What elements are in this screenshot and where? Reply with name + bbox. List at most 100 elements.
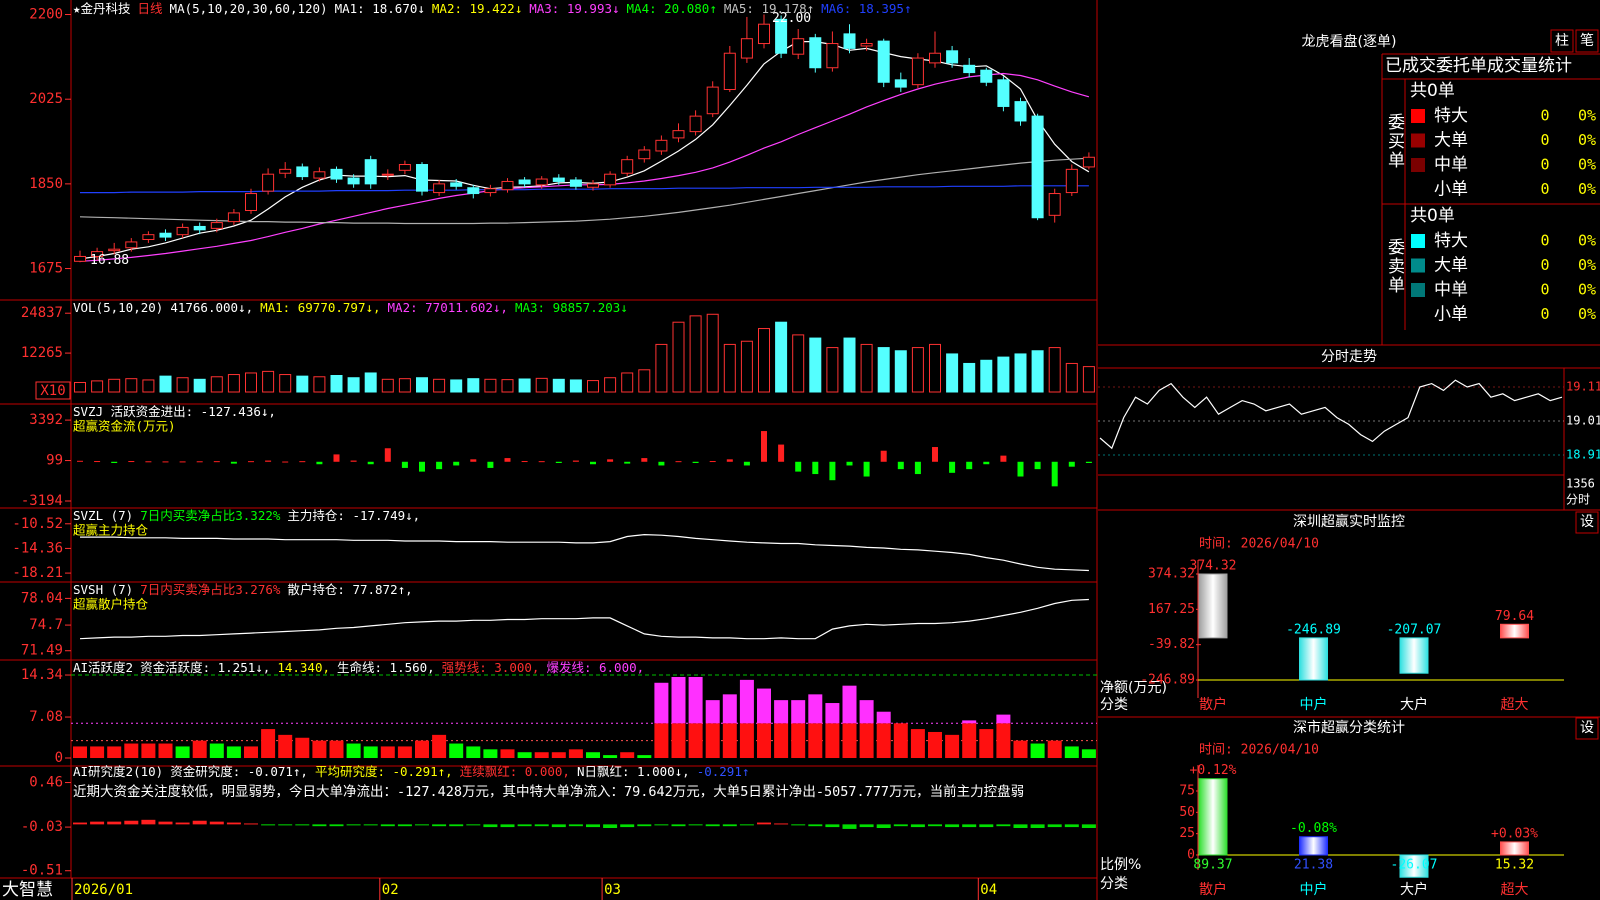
indicator-bar: [551, 824, 566, 828]
indicator-bar: [983, 461, 990, 465]
side-label: 委买单: [1384, 113, 1405, 170]
row-pct: 0%: [1578, 107, 1596, 125]
indicator-bar: [603, 824, 618, 828]
volume-bar: [809, 337, 822, 393]
button-frame[interactable]: [1575, 717, 1599, 740]
activity-bar: [722, 723, 737, 759]
volume-bar: [587, 380, 599, 393]
activity-bar: [757, 723, 771, 759]
activity-bar: [73, 746, 87, 759]
volume-bar: [279, 374, 292, 393]
y-tick-label: -246.89: [1140, 672, 1195, 687]
button[interactable]: 设: [1580, 720, 1594, 736]
y-tick-label: 99: [46, 453, 63, 469]
activity-bar: [739, 723, 754, 759]
y-tick-label: -3194: [21, 493, 63, 509]
volume-bar: [501, 379, 514, 393]
indicator-bar: [675, 461, 682, 463]
activity-bar: [534, 752, 549, 759]
candle-body: [911, 57, 924, 86]
indicator-bar: [538, 461, 545, 463]
time-label: 时间: 2026/04/10: [1199, 537, 1319, 552]
indicator-bar: [213, 461, 220, 463]
candle-body: [826, 43, 839, 69]
volume-bar: [792, 334, 805, 393]
activity-bar: [90, 746, 105, 759]
activity-bar-burst: [808, 694, 823, 724]
header-segment: AI研究度2(10): [73, 764, 163, 779]
activity-bar: [859, 723, 874, 759]
indicator-bar: [812, 461, 819, 475]
volume-bar: [193, 378, 206, 393]
activity-bar: [910, 729, 925, 759]
candle-body: [621, 159, 634, 174]
volume-bar: [860, 343, 873, 393]
candle-body: [1031, 115, 1044, 219]
y-tick-label: 1675: [29, 261, 63, 277]
indicator-bar: [77, 460, 83, 462]
indicator-bar: [966, 461, 973, 470]
activity-bar: [1064, 746, 1079, 759]
volume-bar: [758, 328, 770, 393]
volume-bar: [843, 337, 856, 393]
volume-bar: [210, 376, 223, 393]
activity-bar: [876, 723, 891, 759]
candle-body: [1065, 168, 1078, 194]
indicator-bar: [555, 461, 562, 464]
x-tick-label: 04: [980, 882, 997, 898]
candle-body: [689, 115, 702, 133]
volume-bar: [980, 359, 993, 393]
button-frame[interactable]: [1575, 29, 1599, 53]
candle-body: [91, 251, 104, 257]
activity-bar: [1081, 749, 1096, 759]
ma-line: [80, 185, 1089, 194]
button-frame[interactable]: [1575, 511, 1599, 534]
change-label: +0.12%: [1190, 763, 1237, 778]
activity-bar: [192, 740, 207, 759]
bar: [1500, 623, 1529, 639]
bar: [1500, 841, 1529, 856]
indicator-bar: [692, 461, 699, 464]
activity-bar-burst: [722, 694, 737, 724]
candle-body: [364, 159, 377, 185]
candle-body: [262, 173, 275, 192]
activity-bar: [209, 743, 224, 759]
indicator-bar: [282, 461, 289, 463]
header-segment: 资金活跃度: 1.251↓,: [140, 660, 270, 675]
indicator-bar: [1051, 461, 1058, 487]
panel-title: 龙虎看盘(逐单): [1302, 33, 1397, 50]
indicator-bar: [380, 824, 395, 827]
row-name: 小单: [1434, 180, 1468, 200]
activity-bar: [124, 743, 139, 759]
candle-body: [279, 168, 292, 174]
button[interactable]: 设: [1580, 514, 1594, 530]
button[interactable]: 柱: [1555, 33, 1569, 49]
indicator-bar: [688, 824, 703, 826]
volume-bar: [245, 372, 257, 393]
candle-body: [501, 180, 514, 191]
row-count: 0: [1540, 131, 1549, 149]
indicator-bar: [795, 461, 802, 472]
indicator-bar: [568, 824, 583, 827]
indicator-bar: [808, 824, 823, 827]
indicator-bar: [329, 824, 344, 827]
button-frame[interactable]: [1550, 29, 1574, 53]
y-tick-label: 74.7: [29, 617, 63, 633]
candle-body: [398, 164, 411, 171]
button[interactable]: 笔: [1580, 33, 1594, 49]
candle-body: [980, 69, 993, 83]
volume-bar: [604, 377, 617, 393]
indicator-bar: [739, 824, 754, 826]
bar: [1299, 836, 1328, 856]
volume-bar: [877, 347, 890, 393]
value-label: 374.32: [1190, 559, 1237, 574]
y-tick-label: 19.01: [1566, 414, 1600, 428]
unit-label: X10: [40, 383, 65, 399]
candle-body: [347, 177, 360, 185]
activity-bar: [637, 755, 652, 759]
panel-subheader: 超赢散户持仓: [73, 597, 149, 612]
volume-caption: 分时: [1566, 493, 1590, 507]
indicator-bar: [158, 821, 173, 825]
